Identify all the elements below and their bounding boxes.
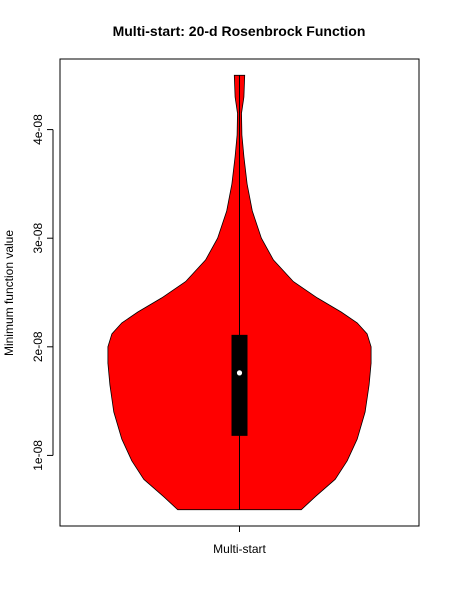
y-tick-label: 1e-08 — [31, 440, 45, 471]
chart-title: Multi-start: 20-d Rosenbrock Function — [113, 23, 366, 39]
y-axis: 1e-08 2e-08 3e-08 4e-08 — [31, 114, 53, 471]
y-axis-label: Minimum function value — [2, 230, 16, 356]
plot-area — [60, 59, 419, 526]
y-tick-label: 2e-08 — [31, 331, 45, 362]
iqr-box — [232, 335, 248, 436]
median-point — [237, 370, 242, 375]
y-tick-label: 4e-08 — [31, 114, 45, 145]
x-axis: Multi-start — [213, 526, 266, 556]
x-tick-label: Multi-start — [213, 542, 266, 556]
y-tick-label: 3e-08 — [31, 223, 45, 254]
